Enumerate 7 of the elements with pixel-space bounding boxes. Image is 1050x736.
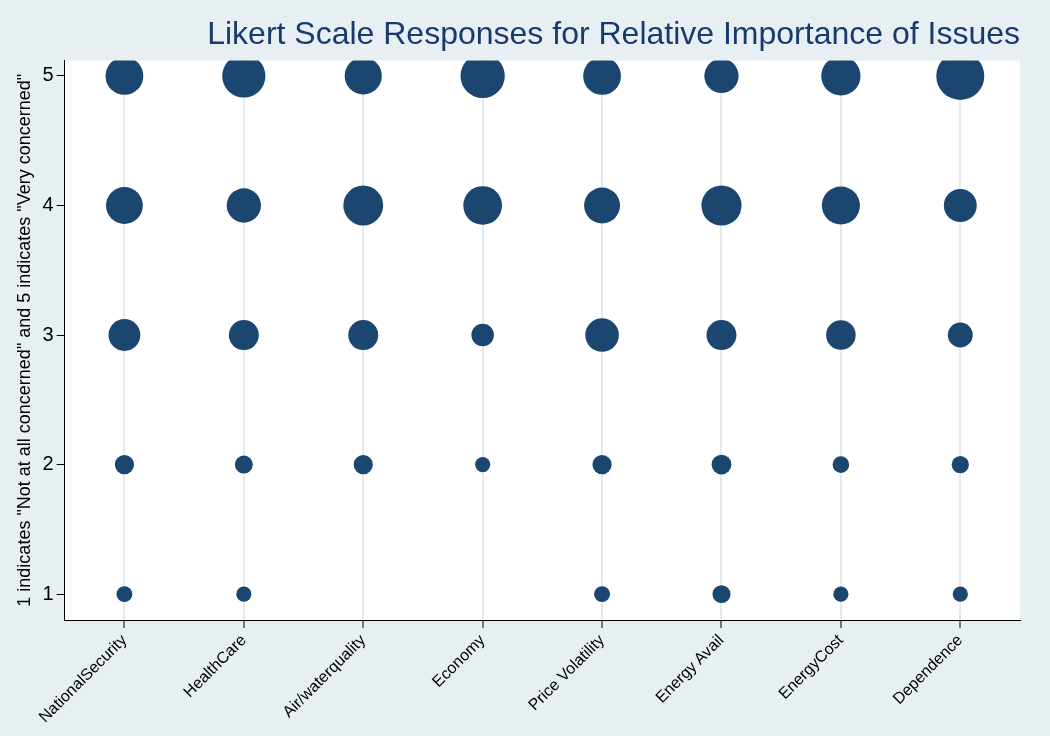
y-tick-label: 1 [42,581,54,604]
y-tick-label: 4 [42,193,54,216]
y-tick-label: 3 [42,322,54,345]
y-tick-label: 2 [42,452,54,475]
y-tick-label: 5 [42,63,54,86]
chart-title: Likert Scale Responses for Relative Importance of Issues [207,15,1020,52]
y-axis-title: 1 indicates "Not at all concerned" and 5 indicates "Very concerned" [13,73,34,607]
